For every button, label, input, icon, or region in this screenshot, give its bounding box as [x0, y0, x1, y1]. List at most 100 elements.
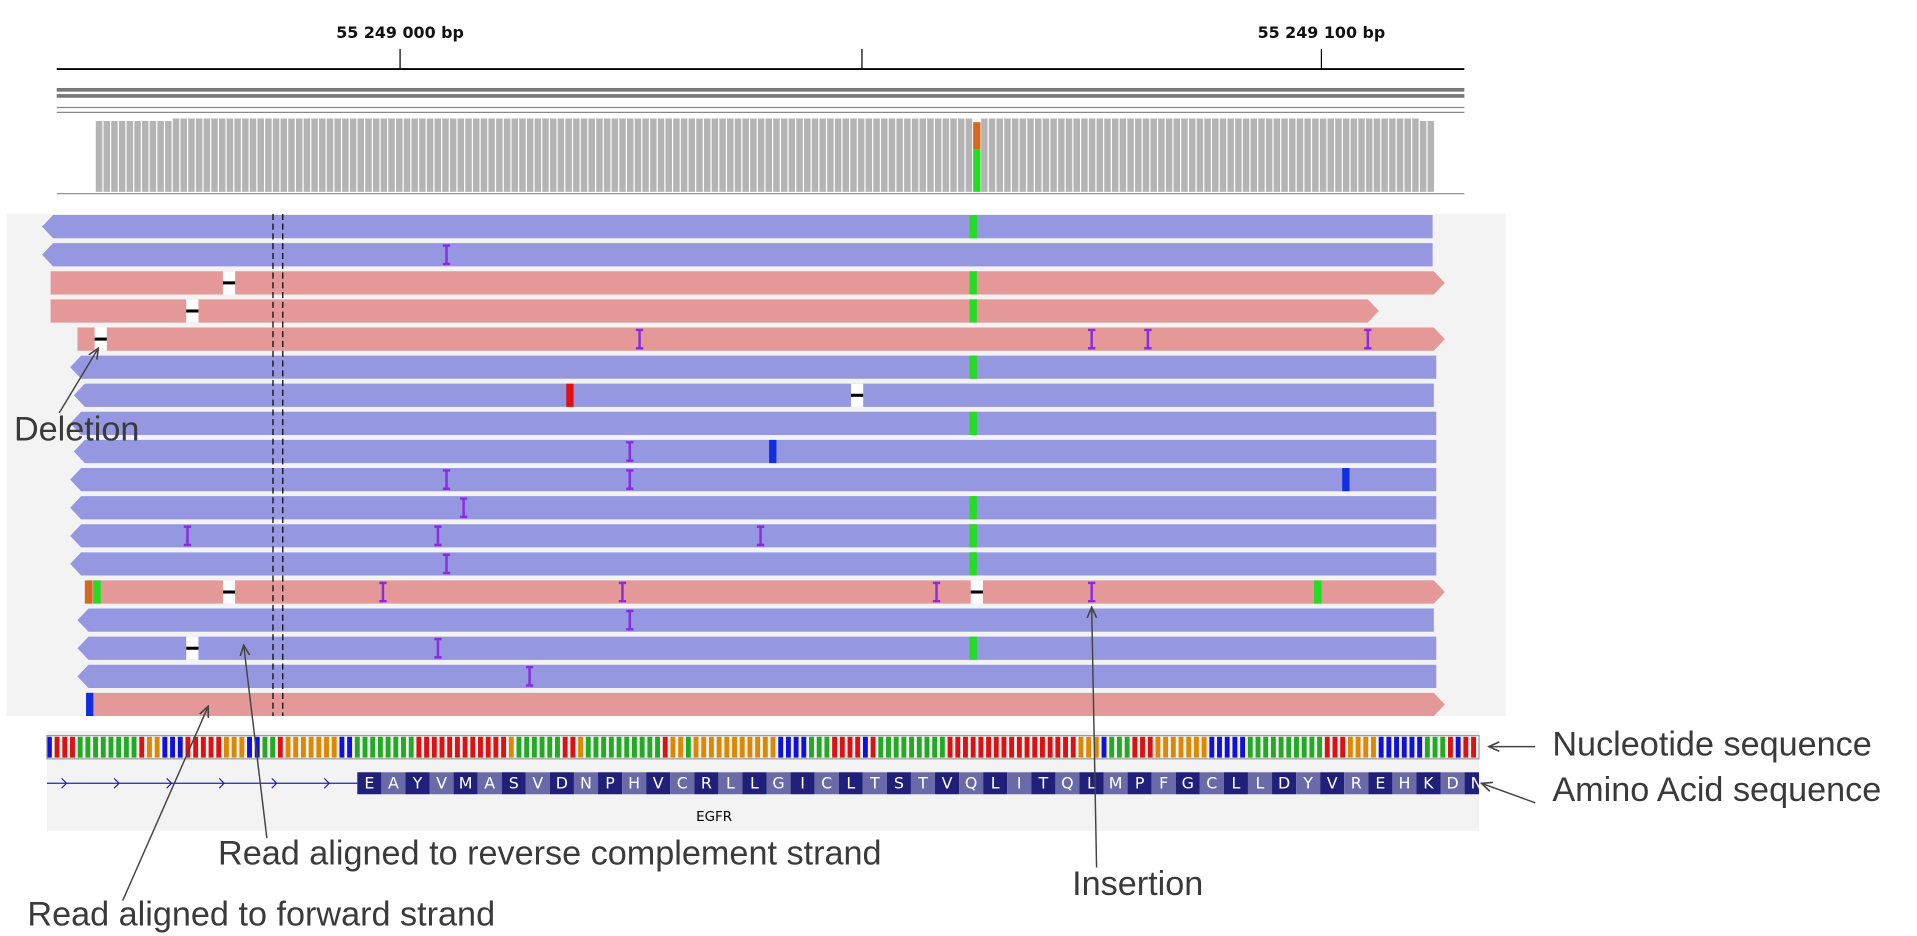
coverage-bar [696, 119, 702, 192]
base [617, 737, 622, 758]
amino-acid: V [942, 773, 953, 792]
coverage-bar [450, 119, 456, 192]
coverage-bar [319, 119, 325, 192]
coverage-bar [981, 119, 987, 192]
base [1394, 737, 1399, 758]
annotation: Amino Acid sequence [1552, 771, 1881, 809]
base [586, 737, 591, 758]
base [1256, 737, 1261, 758]
base [1171, 737, 1176, 758]
read [70, 356, 1436, 379]
coverage-bar [1335, 119, 1341, 192]
amino-acid: T [869, 773, 880, 792]
base [216, 737, 221, 758]
coverage-bar [435, 119, 441, 192]
base [640, 737, 645, 758]
base [1132, 737, 1137, 758]
mismatch [86, 693, 93, 716]
base [293, 737, 298, 758]
mismatch [969, 271, 976, 294]
read [77, 665, 1436, 688]
base [393, 737, 398, 758]
base [124, 737, 129, 758]
base [801, 737, 806, 758]
amino-acid: I [800, 773, 805, 792]
base [1302, 737, 1307, 758]
coverage-bar [119, 121, 125, 192]
base [1202, 737, 1207, 758]
amino-acid: H [1398, 773, 1410, 792]
coverage-bar [481, 119, 487, 192]
coverage-bar [242, 119, 248, 192]
coverage-bar [1197, 119, 1203, 192]
base [416, 737, 421, 758]
coverage-bar [265, 119, 271, 192]
mismatch [85, 580, 92, 603]
coverage-bar [227, 119, 233, 192]
amino-acid: L [991, 773, 1000, 792]
base [524, 737, 529, 758]
base [1078, 737, 1083, 758]
annotation: Read aligned to reverse complement stran… [218, 834, 882, 872]
coverage-bar [635, 119, 641, 192]
base [1325, 737, 1330, 758]
coverage-bar [558, 119, 564, 192]
amino-acid: P [605, 773, 615, 792]
coverage-bar [458, 119, 464, 192]
coverage-bar [719, 119, 725, 192]
base [47, 737, 52, 758]
base [232, 737, 237, 758]
base [686, 737, 691, 758]
coverage-bar [334, 119, 340, 192]
amino-acid: C [677, 773, 688, 792]
coverage-bar [750, 119, 756, 192]
base [540, 737, 545, 758]
base [1071, 737, 1076, 758]
amino-acid: Q [1061, 773, 1074, 792]
coverage-bar [1405, 119, 1411, 192]
coverage-bar [381, 119, 387, 192]
base [116, 737, 121, 758]
base [763, 737, 768, 758]
mismatch [566, 384, 573, 407]
amino-acid: R [701, 773, 712, 792]
coverage-bar [327, 119, 333, 192]
base [78, 737, 83, 758]
read [70, 412, 1436, 435]
coverage-bar [1174, 119, 1180, 192]
base [1032, 737, 1037, 758]
amino-acid: L [1231, 773, 1240, 792]
coverage-bar [396, 119, 402, 192]
base [309, 737, 314, 758]
base [948, 737, 953, 758]
base [909, 737, 914, 758]
read [70, 552, 1436, 575]
base [1240, 737, 1245, 758]
read [42, 243, 1433, 266]
coverage-bar [1143, 119, 1149, 192]
coverage-bar [1304, 119, 1310, 192]
base [1340, 737, 1345, 758]
coverage-bar [358, 119, 364, 192]
coverage-bar [134, 121, 140, 192]
coverage-bar [1035, 119, 1041, 192]
base [1055, 737, 1060, 758]
coverage-bar [689, 119, 695, 192]
base [501, 737, 506, 758]
base [440, 737, 445, 758]
amino-acid: K [1423, 773, 1434, 792]
coverage-bar [927, 119, 933, 192]
coverage-bar [1274, 119, 1280, 192]
base [1294, 737, 1299, 758]
base [809, 737, 814, 758]
coverage-bar [612, 119, 618, 192]
base [355, 737, 360, 758]
coverage-bar [1428, 121, 1434, 192]
mismatch [969, 496, 976, 519]
base [1209, 737, 1214, 758]
amino-acid: C [821, 773, 832, 792]
coverage-bar [1389, 119, 1395, 192]
base [555, 737, 560, 758]
amino-acid: N [1471, 773, 1483, 792]
base [1371, 737, 1376, 758]
